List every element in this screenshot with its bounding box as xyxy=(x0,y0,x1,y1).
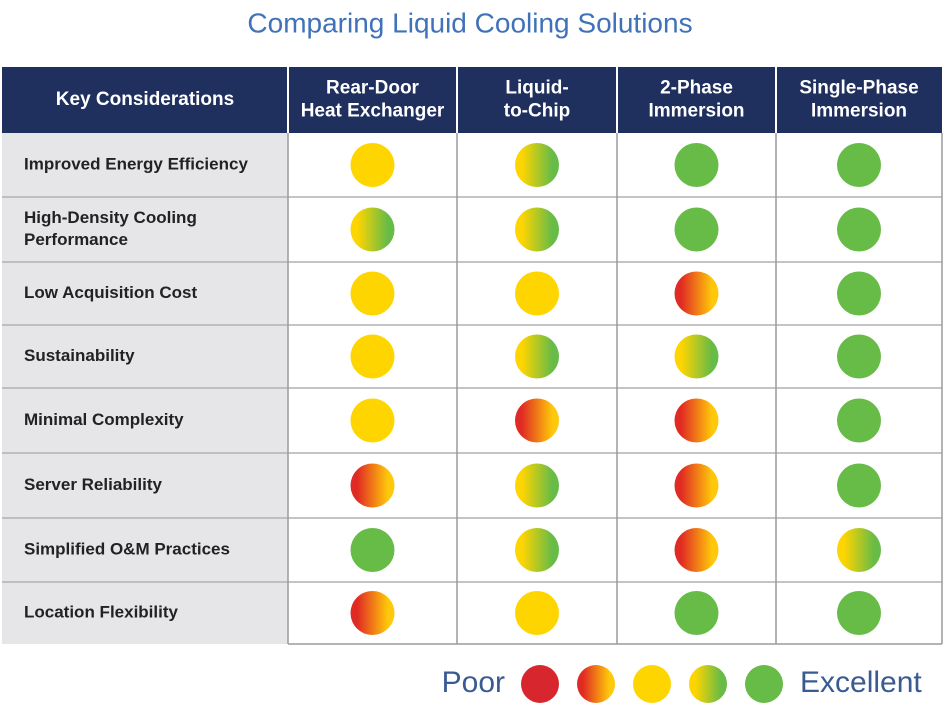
rating-dot xyxy=(674,271,719,316)
rating-dot xyxy=(515,398,559,443)
rating-dot xyxy=(674,528,719,572)
rating-dot xyxy=(515,143,559,187)
rating-dot xyxy=(837,143,881,187)
legend-dot xyxy=(745,665,783,703)
rating-dot xyxy=(674,143,719,187)
rating-dot xyxy=(350,591,395,635)
column-header: Rear-Door xyxy=(326,78,420,99)
rating-dot xyxy=(350,271,395,316)
row-label: Improved Energy Efficiency xyxy=(24,154,248,173)
row-label: Location Flexibility xyxy=(24,602,179,621)
column-header: Heat Exchanger xyxy=(301,101,445,122)
rating-dot xyxy=(515,207,559,252)
title: Comparing Liquid Cooling Solutions xyxy=(247,7,692,38)
row-label: Performance xyxy=(24,230,128,249)
column-header: 2-Phase xyxy=(660,78,733,99)
column-header: to-Chip xyxy=(504,101,570,122)
legend-dot xyxy=(521,665,559,703)
legend-low: Poor xyxy=(442,666,505,699)
rating-dot xyxy=(837,271,881,316)
rating-dot xyxy=(837,398,881,443)
rating-dot xyxy=(837,207,881,252)
row-label: High-Density Cooling xyxy=(24,208,197,227)
rating-dot xyxy=(515,334,559,379)
rating-dot xyxy=(674,207,719,252)
rating-dot xyxy=(350,143,395,187)
rating-dot xyxy=(837,591,881,635)
rating-dot xyxy=(350,463,395,508)
rating-dot xyxy=(350,528,395,572)
rating-dot xyxy=(515,591,559,635)
rating-dot xyxy=(837,463,881,508)
rating-dot xyxy=(674,591,719,635)
rating-dot xyxy=(674,334,719,379)
column-header: Liquid- xyxy=(505,78,568,99)
row-label: Server Reliability xyxy=(24,475,163,494)
column-header: Immersion xyxy=(811,101,907,122)
rating-dot xyxy=(837,528,881,572)
row-label: Low Acquisition Cost xyxy=(24,283,197,302)
row-label: Sustainability xyxy=(24,346,135,365)
rating-dot xyxy=(515,463,559,508)
rating-dot xyxy=(837,334,881,379)
column-header: Immersion xyxy=(648,101,744,122)
rating-dot xyxy=(350,207,395,252)
row-label: Simplified O&M Practices xyxy=(24,539,230,558)
legend-dot xyxy=(577,665,615,703)
header-row xyxy=(2,67,942,133)
rating-dot xyxy=(515,271,559,316)
rating-dot xyxy=(515,528,559,572)
column-header: Single-Phase xyxy=(799,78,918,99)
legend-dot xyxy=(689,665,727,703)
legend-high: Excellent xyxy=(800,666,922,699)
column-header: Key Considerations xyxy=(56,89,234,110)
rating-dot xyxy=(350,398,395,443)
legend-dot xyxy=(633,665,671,703)
rating-dot xyxy=(350,334,395,379)
row-label: Minimal Complexity xyxy=(24,410,184,429)
rating-dot xyxy=(674,398,719,443)
rating-dot xyxy=(674,463,719,508)
